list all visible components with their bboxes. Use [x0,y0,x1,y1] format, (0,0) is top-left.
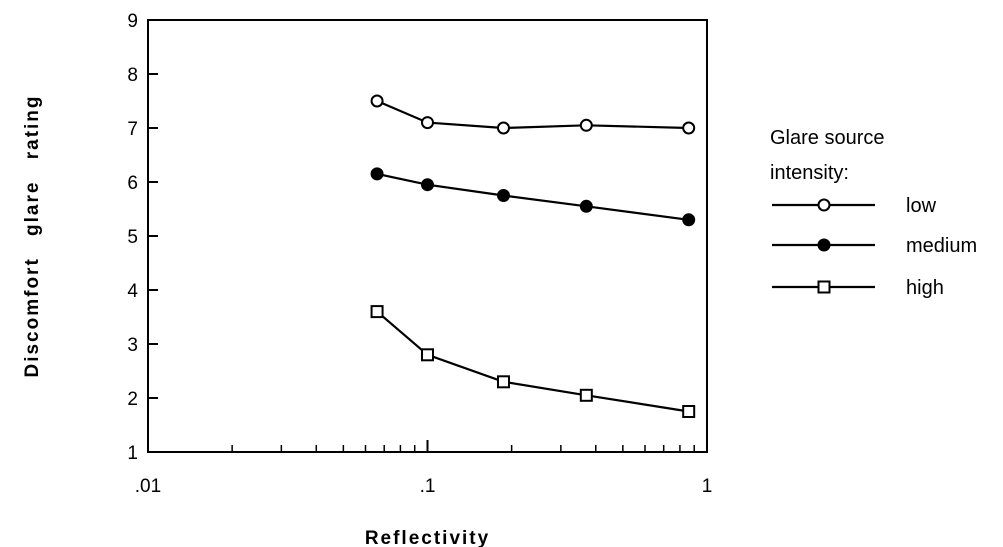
series-medium [370,167,696,227]
legend-label: low [906,195,937,217]
series-low [370,94,696,135]
data-point [370,94,384,108]
legend: Glare source intensity: low medium high [770,127,977,299]
x-ticks: .01 .1 1 [135,440,713,497]
data-point [421,348,434,362]
series-high [370,305,696,418]
series-layer [370,94,696,418]
x-tick-label: .01 [135,476,161,497]
y-ticks: 1 2 3 4 5 6 7 8 9 [127,11,158,464]
y-tick-label: 5 [127,227,138,248]
data-point [682,405,696,418]
legend-title-line-1: Glare source [770,127,885,149]
data-point [579,199,593,213]
legend-item-low: low [772,195,937,217]
data-point [421,116,434,130]
legend-item-high: high [772,277,944,299]
legend-item-medium: medium [772,235,977,257]
y-tick-label: 1 [127,443,138,464]
y-tick-label: 2 [127,389,138,410]
data-point [370,305,384,319]
x-tick-label: 1 [702,476,713,497]
legend-marker [817,198,831,212]
data-point [496,189,510,202]
y-tick-label: 8 [127,65,138,86]
series-line [376,310,689,413]
plot-frame [147,19,708,453]
y-tick-label: 6 [127,173,138,194]
x-tick-label: .1 [420,476,436,497]
data-point [682,213,696,227]
y-tick-label: 7 [127,119,138,140]
data-point [421,178,434,192]
y-tick-label: 4 [127,281,138,302]
legend-marker [817,238,831,252]
legend-label: medium [906,235,977,257]
y-tick-label: 3 [127,335,138,356]
legend-label: high [906,277,944,299]
x-axis-title: Reflectivity [365,528,490,547]
legend-marker [817,280,831,294]
y-tick-label: 9 [127,11,138,32]
legend-title-line-2: intensity: [770,162,849,184]
data-point [370,167,384,181]
data-point [682,121,696,135]
plot-area: .01 .1 1 1 2 3 4 5 6 7 8 9 [127,11,712,497]
data-point [579,118,593,132]
y-axis-title: Discomfort glare rating [22,94,43,377]
data-point [496,121,510,135]
data-point [579,388,593,402]
data-point [496,375,510,389]
